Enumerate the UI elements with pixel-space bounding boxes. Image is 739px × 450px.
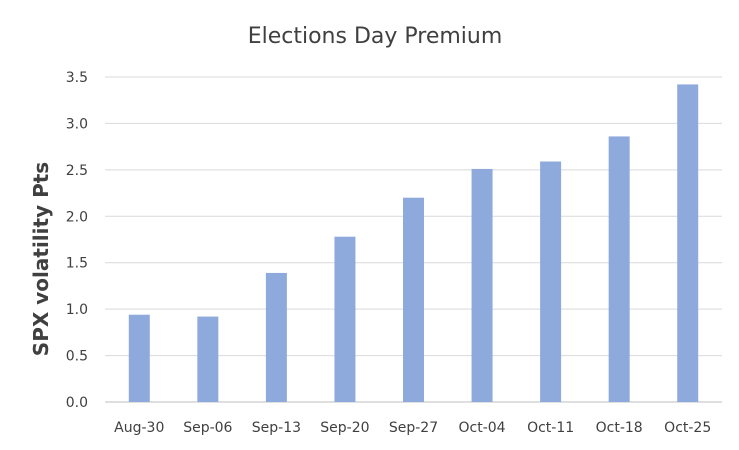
x-tick-label: Sep-06 [183, 420, 232, 436]
y-tick-label: 1.5 [66, 256, 88, 272]
bar [608, 136, 630, 402]
x-tick-label: Aug-30 [114, 420, 164, 436]
bar [265, 272, 287, 402]
bar [403, 197, 424, 402]
bars [128, 84, 699, 402]
y-tick-label: 3.0 [66, 116, 88, 132]
y-tick-label: 2.5 [66, 163, 88, 179]
x-tick-label: Oct-18 [596, 420, 643, 436]
x-tick-label: Sep-20 [320, 420, 369, 436]
x-tick-label: Oct-11 [527, 420, 574, 436]
y-tick-label: 0.5 [66, 349, 88, 365]
y-tick-label: 2.0 [66, 209, 88, 225]
y-tick-label: 0.0 [66, 395, 88, 411]
bar [471, 168, 493, 402]
x-tick-labels: Aug-30 Sep-06 Sep-13 Sep-20 Sep-27 Oct-04 Oct-… [114, 420, 711, 436]
x-tick-label: Sep-27 [389, 420, 438, 436]
bar [540, 161, 562, 402]
y-tick-label: 1.0 [66, 302, 88, 318]
y-tick-labels: 0.0 0.5 1.0 1.5 2.0 2.5 3.0 3.5 [66, 70, 88, 411]
bar [197, 316, 219, 402]
bar [677, 84, 699, 402]
y-axis-label: SPX volatility Pts [29, 162, 53, 356]
x-tick-label: Oct-04 [459, 420, 506, 436]
bar [128, 314, 150, 402]
x-tick-label: Sep-13 [252, 420, 301, 436]
chart-title: Elections Day Premium [248, 24, 503, 49]
bar [334, 236, 356, 402]
y-tick-label: 3.5 [66, 70, 88, 86]
x-tick-label: Oct-25 [664, 420, 711, 436]
